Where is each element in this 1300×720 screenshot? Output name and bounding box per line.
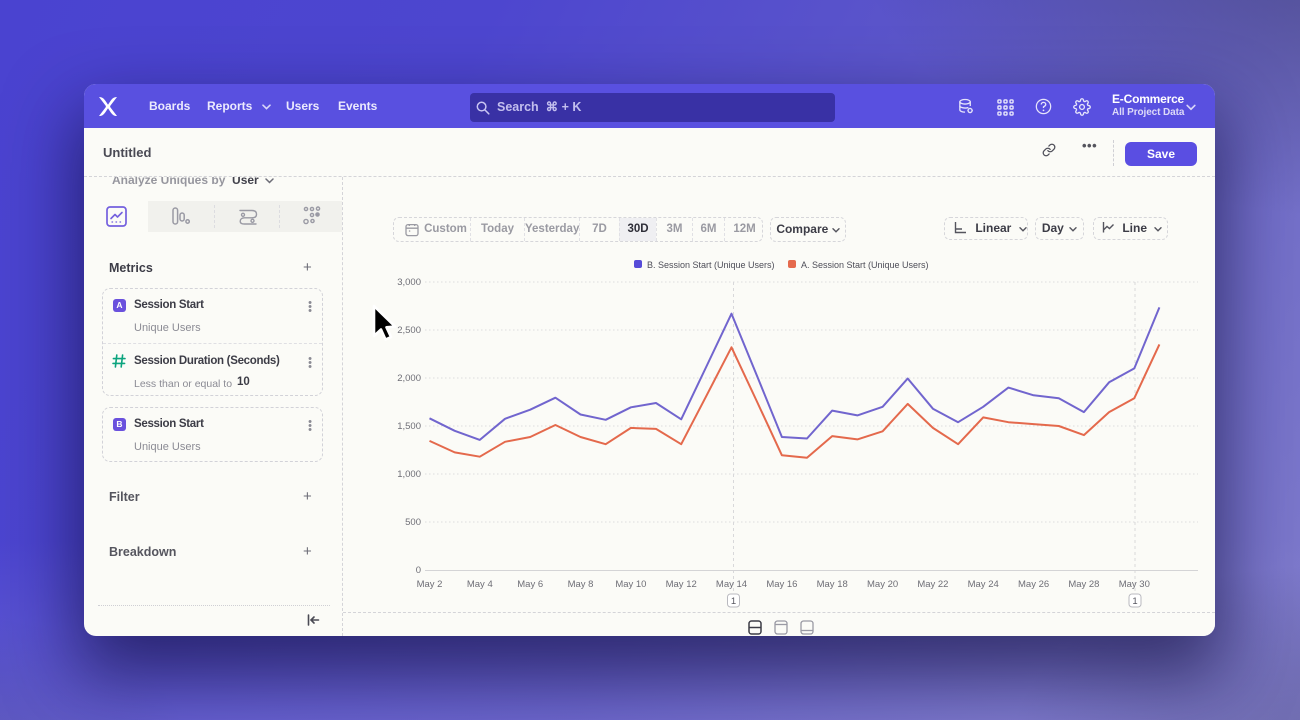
- svg-text:May 16: May 16: [766, 579, 797, 590]
- svg-text:May 2: May 2: [417, 579, 443, 590]
- svg-text:May 22: May 22: [917, 579, 948, 590]
- svg-text:May 6: May 6: [517, 579, 543, 590]
- svg-text:May 12: May 12: [666, 579, 697, 590]
- svg-text:May 4: May 4: [467, 579, 493, 590]
- svg-text:2,500: 2,500: [397, 325, 421, 336]
- svg-text:May 28: May 28: [1068, 579, 1099, 590]
- svg-text:2,000: 2,000: [397, 373, 421, 384]
- svg-text:May 30: May 30: [1119, 579, 1150, 590]
- svg-text:May 26: May 26: [1018, 579, 1049, 590]
- svg-text:May 10: May 10: [615, 579, 646, 590]
- svg-text:3,000: 3,000: [397, 277, 421, 288]
- svg-text:May 20: May 20: [867, 579, 898, 590]
- svg-text:May 14: May 14: [716, 579, 747, 590]
- svg-text:1: 1: [1132, 596, 1137, 607]
- svg-text:0: 0: [416, 565, 421, 576]
- svg-text:1,500: 1,500: [397, 421, 421, 432]
- svg-text:May 24: May 24: [968, 579, 999, 590]
- svg-text:500: 500: [405, 517, 421, 528]
- svg-text:1,000: 1,000: [397, 469, 421, 480]
- svg-text:May 18: May 18: [817, 579, 848, 590]
- svg-text:1: 1: [731, 596, 736, 607]
- svg-text:May 8: May 8: [568, 579, 594, 590]
